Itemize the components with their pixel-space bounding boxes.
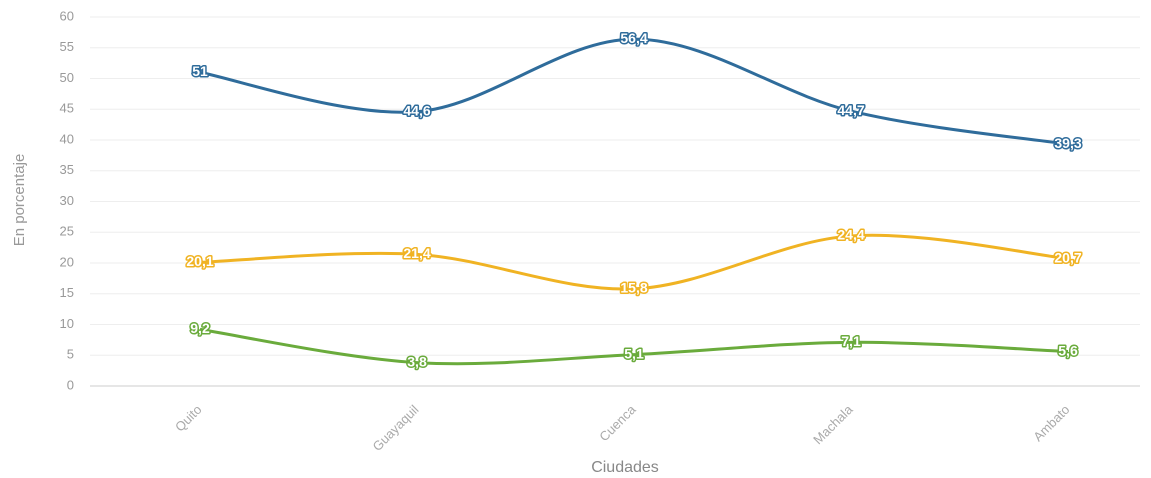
- x-axis-label: Ciudades: [591, 459, 659, 476]
- x-tick-label: Guayaquil: [370, 402, 422, 454]
- data-label: 39,3: [1054, 135, 1081, 151]
- y-tick-label: 5: [67, 347, 74, 362]
- data-label: 9,2: [190, 320, 210, 336]
- data-label: 5,6: [1058, 342, 1078, 358]
- y-tick-label: 60: [60, 8, 74, 23]
- x-tick-label: Cuenca: [596, 401, 639, 444]
- data-label: 24,4: [837, 227, 864, 243]
- y-tick-label: 25: [60, 224, 74, 239]
- x-tick-label: Ambato: [1030, 402, 1072, 444]
- line: [199, 233, 1069, 291]
- y-tick-label: 0: [67, 377, 74, 392]
- data-label: 21,4: [403, 245, 430, 261]
- data-label: 44,7: [837, 102, 864, 118]
- data-label: 51: [192, 63, 208, 79]
- data-label: 3,8: [407, 353, 427, 369]
- y-tick-label: 40: [60, 131, 74, 146]
- y-tick-label: 35: [60, 162, 74, 177]
- data-label: 44,6: [403, 102, 430, 118]
- y-tick-label: 45: [60, 101, 74, 116]
- y-tick-label: 10: [60, 316, 74, 331]
- y-tick-label: 55: [60, 39, 74, 54]
- data-label: 20,7: [1054, 249, 1081, 265]
- y-tick-label: 30: [60, 193, 74, 208]
- x-tick-label: Machala: [810, 401, 856, 447]
- y-tick-label: 50: [60, 70, 74, 85]
- y-axis-label: En porcentaje: [11, 154, 28, 247]
- y-tick-label: 15: [60, 285, 74, 300]
- y-tick-label: 20: [60, 254, 74, 269]
- data-label: 7,1: [841, 333, 861, 349]
- line: [199, 37, 1069, 146]
- data-label: 20,1: [186, 253, 213, 269]
- data-label: 15,8: [620, 280, 647, 296]
- line: [199, 327, 1069, 366]
- data-label: 56,4: [620, 30, 647, 46]
- x-tick-label: Quito: [172, 402, 205, 435]
- data-label: 5,1: [624, 345, 644, 361]
